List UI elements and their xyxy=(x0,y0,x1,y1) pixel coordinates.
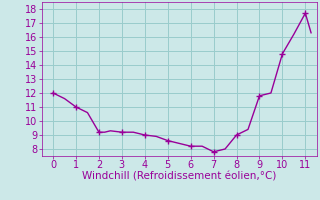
X-axis label: Windchill (Refroidissement éolien,°C): Windchill (Refroidissement éolien,°C) xyxy=(82,172,276,182)
